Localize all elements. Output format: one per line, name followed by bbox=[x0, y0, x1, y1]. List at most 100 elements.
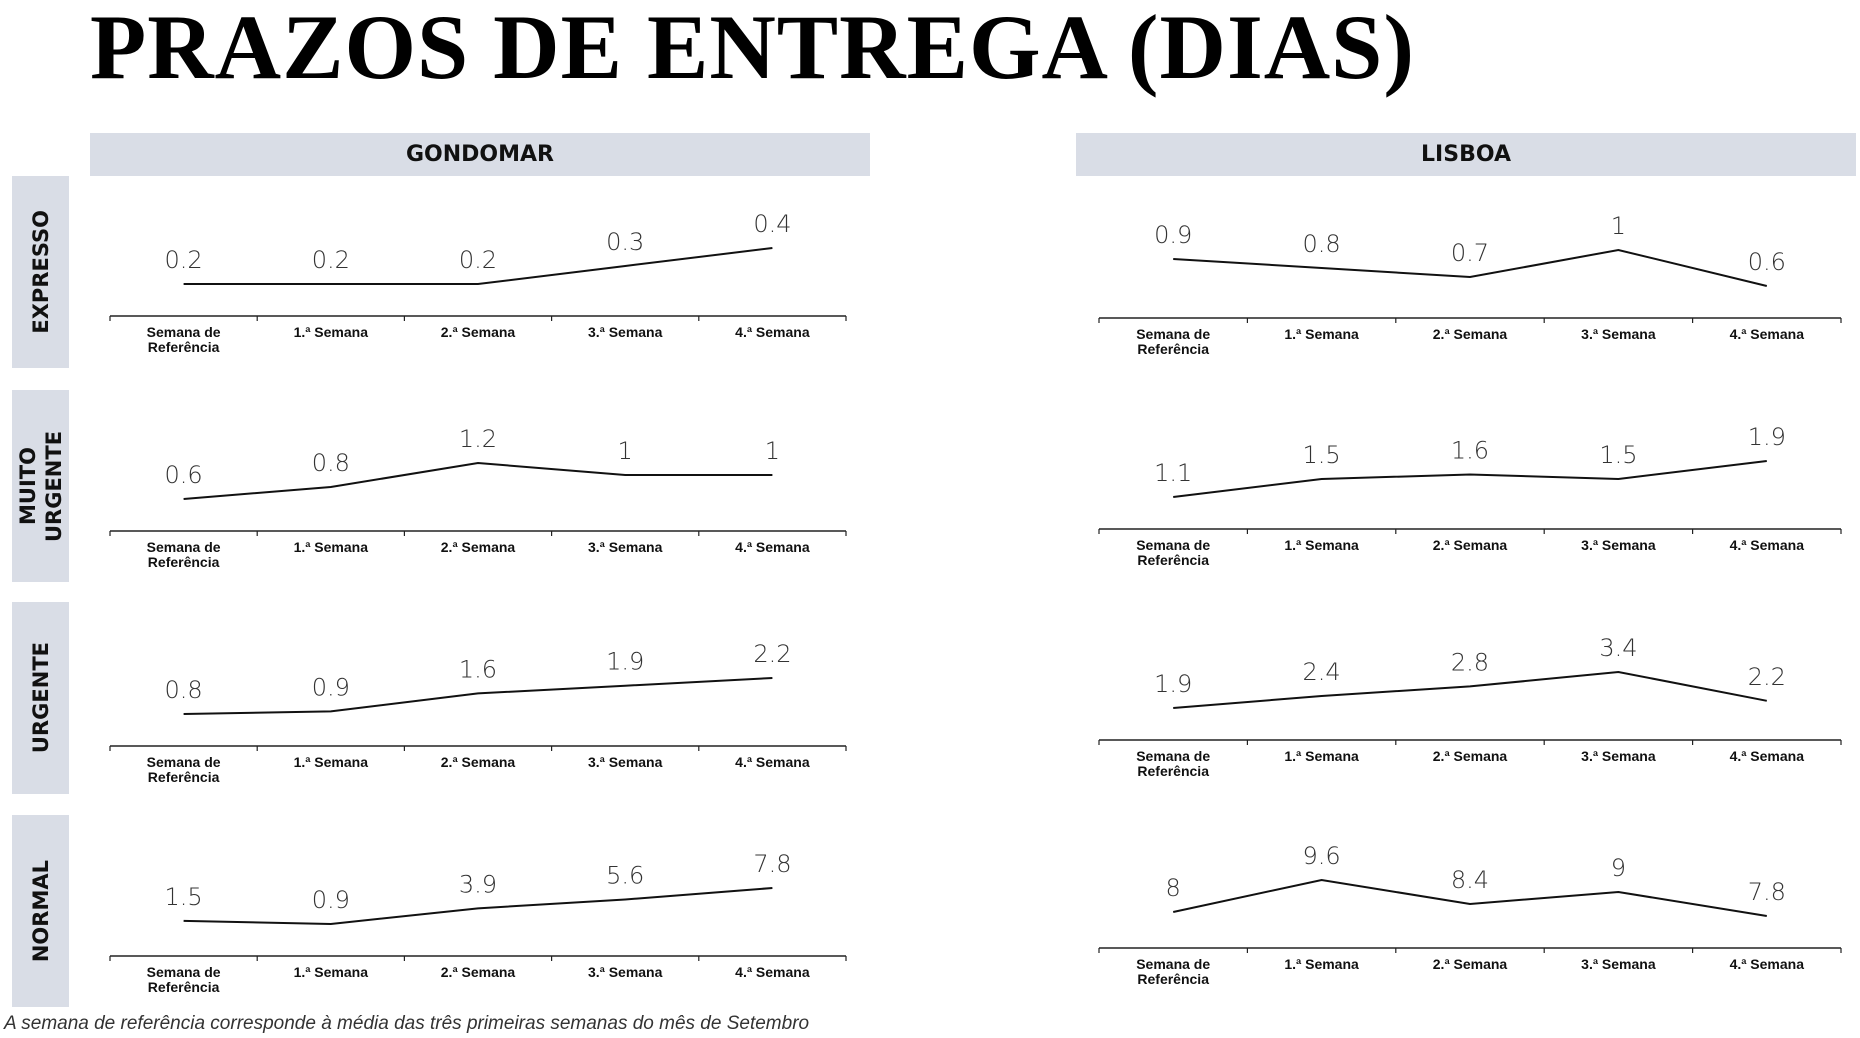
x-tick-label: 3.ª Semana bbox=[1581, 326, 1656, 342]
line bbox=[1173, 670, 1767, 709]
data-label: 0.4 bbox=[753, 210, 791, 238]
data-label: 1 bbox=[765, 437, 780, 465]
data-label: 8.4 bbox=[1451, 866, 1489, 894]
x-tick-label: 4.ª Semana bbox=[1729, 956, 1805, 972]
data-label: 1.6 bbox=[1451, 437, 1489, 465]
x-tick-label: 4.ª Semana bbox=[735, 754, 810, 770]
data-label: 1.5 bbox=[165, 883, 203, 911]
x-tick-label: Semana de Referência bbox=[1136, 326, 1211, 357]
row-header: NORMAL bbox=[28, 859, 53, 963]
data-label: 1.1 bbox=[1154, 459, 1192, 487]
data-label: 1.9 bbox=[1154, 670, 1192, 698]
row-header-box: NORMAL bbox=[12, 815, 69, 1007]
x-tick-label: 1.ª Semana bbox=[1284, 326, 1359, 342]
x-tick-label: 2.ª Semana bbox=[440, 539, 516, 555]
data-label: 2.4 bbox=[1303, 658, 1341, 686]
x-tick-label: 4.ª Semana bbox=[735, 964, 810, 980]
x-tick-label: 1.ª Semana bbox=[293, 324, 369, 340]
data-label: 0.7 bbox=[1451, 239, 1489, 267]
row-header: EXPRESSO bbox=[28, 210, 53, 334]
data-label: 0.9 bbox=[312, 673, 350, 701]
x-tick-label: 1.ª Semana bbox=[1284, 537, 1359, 553]
line bbox=[1172, 878, 1767, 917]
x-tick-label: 2.ª Semana bbox=[1432, 537, 1508, 553]
data-label: 8 bbox=[1166, 874, 1181, 902]
x-tick-label: 2.ª Semana bbox=[440, 964, 516, 980]
data-label: 0.8 bbox=[1303, 230, 1341, 258]
x-tick-label: 2.ª Semana bbox=[1432, 956, 1508, 972]
x-tick-label: Semana de Referência bbox=[1136, 537, 1211, 568]
data-label: 1.9 bbox=[606, 648, 644, 676]
data-label: 0.8 bbox=[165, 676, 203, 704]
title: PRAZOS DE ENTREGA (DIAS) bbox=[90, 0, 1415, 98]
data-label: 1.5 bbox=[1599, 441, 1637, 469]
data-label: 3.4 bbox=[1599, 634, 1637, 662]
x-tick-label: Semana de Referência bbox=[146, 964, 221, 995]
data-label: 0.8 bbox=[312, 449, 350, 477]
data-label: 0.2 bbox=[165, 246, 203, 274]
row-header: MUITO URGENTE bbox=[15, 430, 66, 542]
x-tick-label: 3.ª Semana bbox=[587, 964, 663, 980]
data-label: 5.6 bbox=[606, 861, 644, 889]
data-label: 0.6 bbox=[1748, 248, 1786, 276]
data-label: 1 bbox=[1611, 212, 1626, 240]
x-tick-label: 3.ª Semana bbox=[1581, 748, 1656, 764]
row-header: URGENTE bbox=[28, 642, 53, 754]
data-label: 0.2 bbox=[459, 246, 497, 274]
row-header-box: URGENTE bbox=[12, 602, 69, 794]
x-tick-label: 3.ª Semana bbox=[587, 324, 663, 340]
data-label: 1 bbox=[618, 437, 633, 465]
data-label: 1.6 bbox=[459, 655, 497, 683]
row-header-box: MUITO URGENTE bbox=[12, 390, 69, 582]
x-tick-label: Semana de Referência bbox=[146, 754, 221, 785]
data-label: 9.6 bbox=[1303, 842, 1341, 870]
data-label: 7.8 bbox=[753, 850, 791, 878]
x-tick-label: 4.ª Semana bbox=[1729, 748, 1805, 764]
data-label: 0.6 bbox=[165, 461, 203, 489]
data-label: 0.9 bbox=[1154, 221, 1192, 249]
data-label: 9 bbox=[1611, 854, 1626, 882]
x-tick-label: Semana de Referência bbox=[1136, 956, 1211, 987]
x-tick-label: Semana de Referência bbox=[1136, 748, 1211, 779]
data-label: 7.8 bbox=[1748, 878, 1786, 906]
x-tick-label: 3.ª Semana bbox=[587, 754, 663, 770]
x-tick-label: 1.ª Semana bbox=[1284, 956, 1359, 972]
data-label: 0.3 bbox=[606, 228, 644, 256]
data-label: 1.5 bbox=[1303, 441, 1341, 469]
x-tick-label: 4.ª Semana bbox=[735, 324, 810, 340]
x-tick-label: Semana de Referência bbox=[146, 539, 221, 570]
column-header: LISBOA bbox=[1076, 133, 1856, 176]
data-label: 0.2 bbox=[312, 246, 350, 274]
x-tick-label: 2.ª Semana bbox=[440, 754, 516, 770]
x-tick-label: 1.ª Semana bbox=[293, 964, 369, 980]
data-label: 2.8 bbox=[1451, 648, 1489, 676]
x-tick-label: 3.ª Semana bbox=[587, 539, 663, 555]
x-tick-label: 2.ª Semana bbox=[1432, 326, 1508, 342]
x-tick-label: 3.ª Semana bbox=[1581, 956, 1656, 972]
x-tick-label: 1.ª Semana bbox=[1284, 748, 1359, 764]
x-tick-label: 1.ª Semana bbox=[293, 539, 369, 555]
line bbox=[183, 677, 773, 715]
data-label: 0.9 bbox=[312, 886, 350, 914]
row-header-box: EXPRESSO bbox=[12, 176, 69, 368]
data-label: 1.2 bbox=[459, 425, 497, 453]
line bbox=[1173, 248, 1768, 287]
x-tick-label: 4.ª Semana bbox=[1729, 326, 1805, 342]
x-tick-label: 2.ª Semana bbox=[440, 324, 516, 340]
line bbox=[183, 461, 773, 500]
x-tick-label: 4.ª Semana bbox=[1729, 537, 1805, 553]
line bbox=[183, 887, 773, 926]
footnote: A semana de referência corresponde à méd… bbox=[4, 1013, 810, 1034]
data-label: 2.2 bbox=[753, 640, 791, 668]
column-header: GONDOMAR bbox=[90, 133, 870, 176]
x-tick-label: Semana de Referência bbox=[146, 324, 221, 355]
data-label: 2.2 bbox=[1748, 663, 1786, 691]
data-label: 1.9 bbox=[1748, 423, 1786, 451]
x-tick-label: 2.ª Semana bbox=[1432, 748, 1508, 764]
data-label: 3.9 bbox=[459, 870, 497, 898]
line bbox=[183, 247, 773, 285]
x-tick-label: 3.ª Semana bbox=[1581, 537, 1656, 553]
x-tick-label: 4.ª Semana bbox=[735, 539, 810, 555]
